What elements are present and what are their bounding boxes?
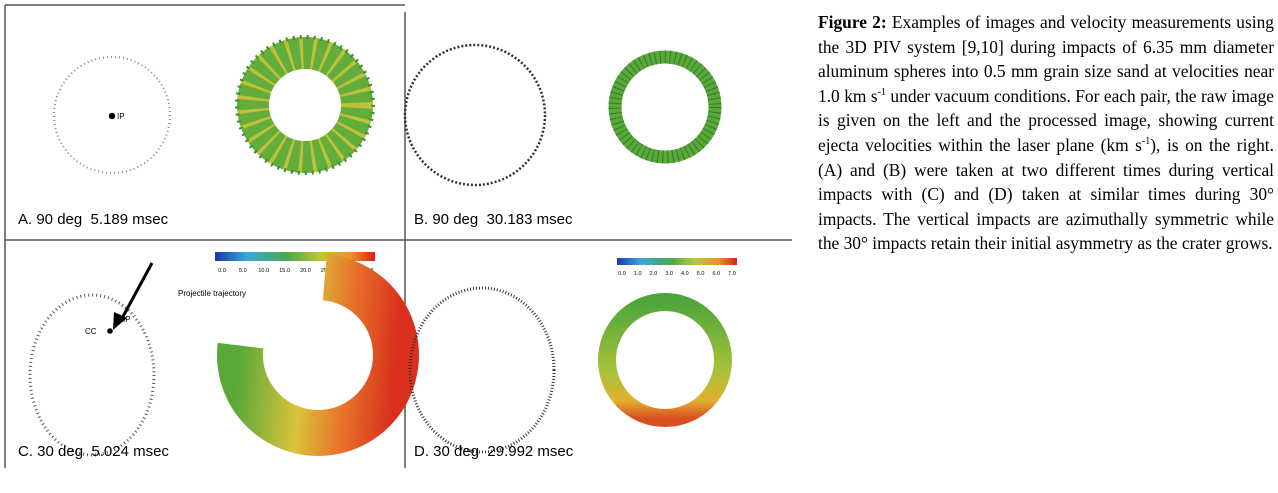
annotation: CC <box>85 327 97 336</box>
panel-label: D. 30 deg 29.992 msec <box>414 443 574 460</box>
arrow <box>120 263 152 322</box>
colorbar-tick-label: 10.0 <box>258 268 269 274</box>
colorbar-tick-label: 5.0 <box>697 271 705 277</box>
colorbar-tick-label: 1.0 <box>634 271 642 277</box>
caption: Figure 2: Examples of images and velocit… <box>818 10 1274 256</box>
superscript: -1 <box>1142 136 1150 147</box>
colorbar-tick-label: 2.0 <box>650 271 658 277</box>
page: IP A. 90 deg 5.189 msec B. 90 deg 30.183… <box>0 0 1278 493</box>
impact-point <box>115 316 121 322</box>
velocity-ring <box>233 270 402 439</box>
caption-label: Figure 2: <box>818 12 887 32</box>
colorbar-tick-label: 20.0 <box>300 268 311 274</box>
colorbar-tick-label: 3.0 <box>665 271 673 277</box>
crater-center <box>107 328 113 334</box>
panel-label: A. 90 deg 5.189 msec <box>18 211 169 228</box>
colorbar-ticks: 0.0 1.0 2.0 3.0 4.0 5.0 6.0 7.0 <box>618 271 736 277</box>
colorbar-tick-label: 5.0 <box>239 268 247 274</box>
figure: IP A. 90 deg 5.189 msec B. 90 deg 30.183… <box>0 0 800 493</box>
panel-label: C. 30 deg 5.024 msec <box>18 443 169 460</box>
colorbar-tick-label: 15.0 <box>279 268 290 274</box>
raw-image <box>410 288 554 452</box>
panel-label: B. 90 deg 30.183 msec <box>414 211 573 228</box>
colorbar-tick-label: 6.0 <box>712 271 720 277</box>
colorbar-tick-label: 0.0 <box>218 268 226 274</box>
raw-image <box>30 295 154 455</box>
colorbar-tick-label: 7.0 <box>728 271 736 277</box>
colorbar <box>617 258 737 265</box>
velocity-ring <box>607 302 723 418</box>
raw-image <box>405 45 545 185</box>
annotation: IP <box>117 112 125 121</box>
colorbar-tick-label: 0.0 <box>618 271 626 277</box>
annotation: IP <box>123 315 131 324</box>
colorbar-tick-label: 4.0 <box>681 271 689 277</box>
velocity-ring <box>615 57 715 157</box>
annotation: Projectile trajectory <box>178 289 246 298</box>
superscript: -1 <box>878 87 886 98</box>
impact-point <box>109 113 115 119</box>
